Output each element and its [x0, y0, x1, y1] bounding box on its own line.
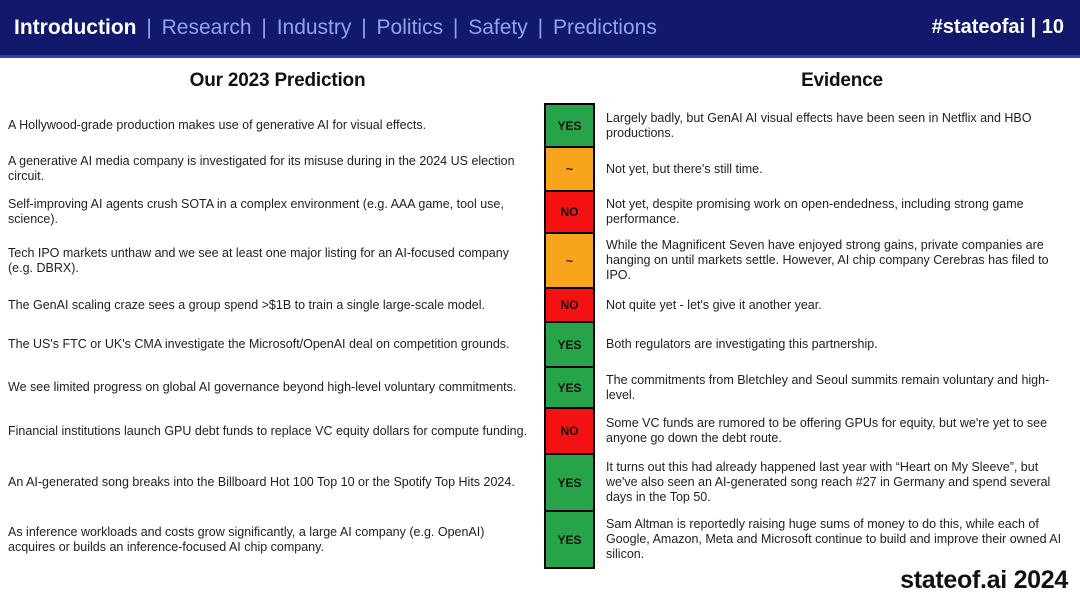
table-row: A generative AI media company is investi…: [0, 146, 1080, 192]
evidence-text: Not yet, despite promising work on open-…: [606, 197, 1024, 226]
evidence-text: It turns out this had already happened l…: [606, 460, 1051, 504]
nav-separator: |: [361, 15, 367, 39]
nav-item-predictions[interactable]: Predictions: [552, 15, 657, 39]
nav-item-safety[interactable]: Safety: [468, 15, 528, 39]
status-badge: YES: [544, 321, 595, 368]
nav-separator: |: [537, 15, 544, 39]
status-badge: YES: [544, 453, 595, 512]
table-row: Self-improving AI agents crush SOTA in a…: [0, 190, 1080, 234]
status-badge: NO: [544, 190, 595, 234]
top-nav: Introduction | Research | Industry | Pol…: [0, 0, 1080, 58]
nav-item-politics[interactable]: Politics: [376, 15, 444, 39]
status-badge: YES: [544, 103, 595, 148]
prediction-text: As inference workloads and costs grow si…: [8, 524, 485, 554]
table-row: The GenAI scaling craze sees a group spe…: [0, 287, 1080, 323]
table-row: Financial institutions launch GPU debt f…: [0, 407, 1080, 455]
status-badge: ~: [544, 146, 595, 192]
status-badge: YES: [544, 366, 595, 409]
nav-separator: |: [146, 15, 152, 39]
evidence-column-header: Evidence: [801, 69, 883, 91]
status-badge: NO: [544, 287, 595, 323]
nav-item-research[interactable]: Research: [161, 15, 252, 39]
prediction-text: An AI-generated song breaks into the Bil…: [8, 475, 515, 489]
evidence-text: Sam Altman is reportedly raising huge su…: [606, 517, 1062, 561]
evidence-text: While the Magnificent Seven have enjoyed…: [606, 238, 1049, 282]
predictions-table: A Hollywood-grade production makes use o…: [0, 103, 1080, 569]
prediction-text: Self-improving AI agents crush SOTA in a…: [8, 197, 504, 226]
section-nav: Introduction | Research | Industry | Pol…: [14, 16, 657, 40]
prediction-text: The GenAI scaling craze sees a group spe…: [8, 297, 486, 312]
prediction-text: A Hollywood-grade production makes use o…: [8, 118, 427, 132]
table-row: Tech IPO markets unthaw and we see at le…: [0, 232, 1080, 289]
status-badge: NO: [544, 407, 595, 455]
prediction-text: The US's FTC or UK's CMA investigate the…: [8, 337, 510, 351]
nav-item-industry[interactable]: Industry: [276, 15, 352, 39]
table-row: An AI-generated song breaks into the Bil…: [0, 453, 1080, 512]
evidence-text: Not quite yet - let's give it another ye…: [606, 297, 822, 312]
evidence-text: Largely badly, but GenAI AI visual effec…: [606, 110, 1032, 140]
table-row: As inference workloads and costs grow si…: [0, 510, 1080, 569]
prediction-column-header: Our 2023 Prediction: [189, 69, 366, 91]
column-headers: Our 2023 Prediction Evidence: [0, 58, 1080, 103]
prediction-text: We see limited progress on global AI gov…: [8, 380, 517, 394]
table-row: We see limited progress on global AI gov…: [0, 366, 1080, 409]
status-badge: ~: [544, 232, 595, 289]
nav-item-introduction[interactable]: Introduction: [14, 15, 137, 39]
prediction-text: Financial institutions launch GPU debt f…: [8, 423, 528, 438]
stateofai-logo: stateof.ai 2024: [900, 566, 1068, 594]
prediction-text: Tech IPO markets unthaw and we see at le…: [8, 245, 509, 275]
table-row: A Hollywood-grade production makes use o…: [0, 103, 1080, 148]
evidence-text: Not yet, but there's still time.: [606, 161, 763, 176]
nav-separator: |: [452, 15, 459, 39]
status-badge: YES: [544, 510, 595, 569]
nav-separator: |: [261, 15, 267, 39]
report-hashtag-page-number: #stateofai | 10: [931, 16, 1064, 38]
prediction-text: A generative AI media company is investi…: [8, 154, 515, 183]
evidence-text: The commitments from Bletchley and Seoul…: [606, 372, 1050, 402]
table-row: The US's FTC or UK's CMA investigate the…: [0, 321, 1080, 368]
evidence-text: Both regulators are investigating this p…: [606, 337, 878, 351]
evidence-text: Some VC funds are rumored to be offering…: [606, 416, 1048, 445]
